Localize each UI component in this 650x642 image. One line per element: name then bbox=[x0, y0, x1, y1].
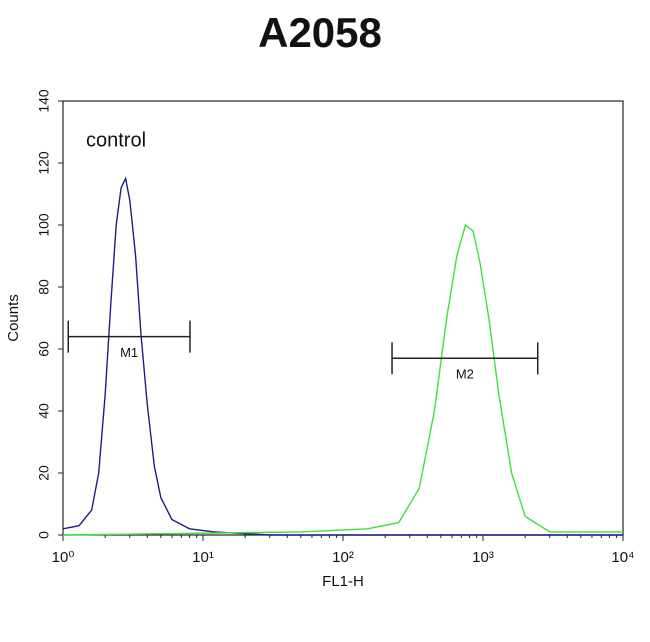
y-tick-label: 100 bbox=[36, 213, 52, 237]
plot-frame bbox=[62, 100, 624, 536]
y-tick-label: 140 bbox=[36, 89, 52, 113]
y-tick-label: 20 bbox=[36, 465, 52, 481]
x-tick-label: 10¹ bbox=[192, 549, 214, 566]
y-tick-label: 0 bbox=[36, 531, 52, 539]
marker-label: M1 bbox=[120, 345, 138, 360]
y-tick-label: 80 bbox=[36, 279, 52, 295]
series-line bbox=[62, 223, 623, 536]
y-tick-label: 40 bbox=[36, 403, 52, 419]
x-tick-label: 10² bbox=[332, 549, 354, 566]
x-tick-label: 10⁴ bbox=[611, 549, 634, 566]
x-tick-label: 10⁰ bbox=[52, 549, 75, 566]
annotation: control bbox=[86, 129, 146, 151]
y-axis-label: Counts bbox=[5, 294, 22, 342]
y-tick-label: 60 bbox=[36, 341, 52, 357]
marker-label: M2 bbox=[456, 367, 474, 382]
y-tick-label: 120 bbox=[36, 151, 52, 175]
x-tick-label: 10³ bbox=[472, 549, 494, 566]
chart-title: A2058 bbox=[258, 9, 382, 56]
series-line bbox=[62, 176, 623, 536]
x-axis-label: FL1-H bbox=[322, 573, 364, 590]
